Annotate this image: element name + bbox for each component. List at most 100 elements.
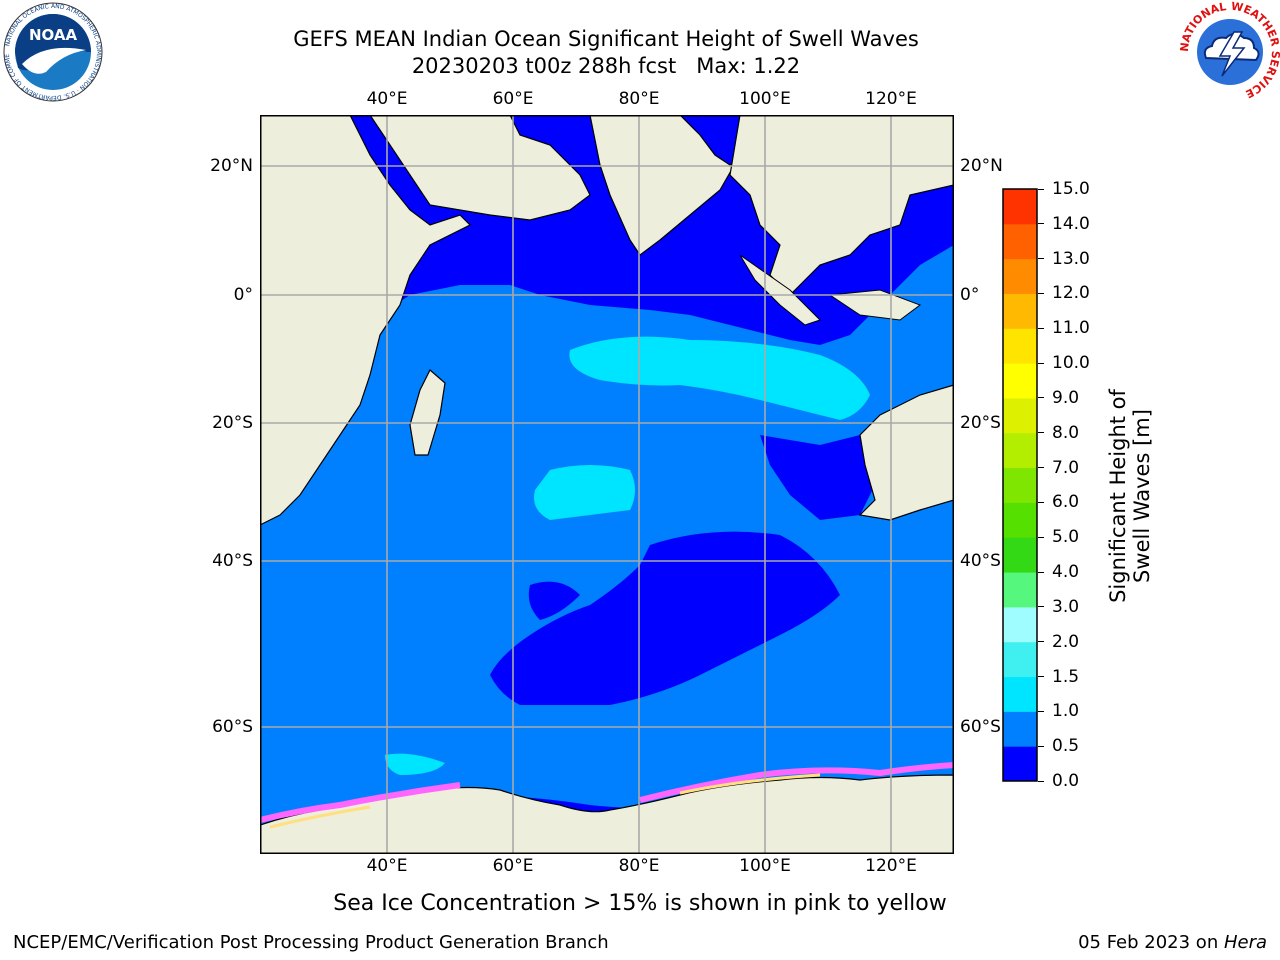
colorbar-tick: [1038, 223, 1044, 225]
colorbar-label: 1.5: [1052, 666, 1080, 687]
colorbar-tick: [1038, 467, 1044, 469]
map-frame: [260, 115, 954, 854]
footer-host: Hera: [1223, 932, 1267, 953]
noaa-logo: NOAA NATIONAL OCEANIC AND ATMOSPHERIC AD…: [2, 2, 103, 102]
left-tick-20s: 20°S: [212, 413, 253, 433]
colorbar-label: 6.0: [1052, 492, 1080, 513]
colorbar-label: 3.0: [1052, 596, 1080, 617]
chart-subtitle: 20230203 t00z 288h fcst Max: 1.22: [411, 54, 801, 78]
colorbar-tick: [1038, 292, 1044, 294]
colorbar-label: 8.0: [1052, 422, 1080, 443]
top-tick-100e: 100°E: [739, 89, 791, 109]
low-swell-west-australia: [760, 435, 880, 520]
top-tick-80e: 80°E: [618, 89, 660, 109]
colorbar-tick: [1038, 676, 1044, 678]
colorbar-tick: [1038, 606, 1044, 608]
colorbar-segment: [1003, 432, 1037, 469]
colorbar-segment: [1003, 502, 1037, 538]
colorbar-tick: [1038, 536, 1044, 538]
colorbar-tick: [1038, 432, 1044, 434]
colorbar-segment: [1003, 223, 1037, 260]
left-tick-40s: 40°S: [212, 551, 253, 571]
left-tick-0: 0°: [233, 285, 253, 305]
colorbar-label: 12.0: [1052, 283, 1090, 304]
noaa-logo-text: NOAA: [29, 26, 78, 44]
land-australia: [858, 384, 954, 521]
colorbar-tick: [1038, 780, 1044, 782]
colorbar-label: 0.0: [1052, 771, 1080, 791]
colorbar-label: 7.0: [1052, 457, 1080, 478]
colorbar-label: 10.0: [1052, 353, 1090, 374]
colorbar-tick: [1038, 327, 1044, 329]
colorbar-label: 1.0: [1052, 701, 1080, 722]
cyan-patch-central: [569, 336, 870, 420]
colorbar-segment: [1003, 293, 1037, 329]
colorbar-label: 13.0: [1052, 248, 1090, 269]
right-tick-60s: 60°S: [960, 717, 1001, 737]
sea-ice-fringe: [260, 762, 954, 823]
colorbar-segment: [1003, 641, 1037, 678]
colorbar-segment: [1003, 467, 1037, 503]
colorbar-tick: [1038, 258, 1044, 260]
footer-date: 05 Feb 2023 on: [1078, 932, 1224, 953]
colorbar-tick: [1038, 641, 1044, 643]
colorbar-segment: [1003, 397, 1037, 434]
top-tick-40e: 40°E: [366, 89, 408, 109]
graticule: [260, 115, 954, 854]
colorbar-tick: [1038, 745, 1044, 747]
land-sumatra: [739, 254, 821, 326]
colorbar: [1002, 188, 1038, 782]
swell-height-map: [260, 115, 954, 854]
colorbar-segment: [1003, 537, 1037, 573]
right-tick-40s: 40°S: [960, 551, 1001, 571]
colorbar-frame: [1002, 188, 1038, 782]
colorbar-label: 5.0: [1052, 527, 1080, 548]
colorbar-tick: [1038, 397, 1044, 399]
nws-logo: NATIONAL WEATHER SERVICE: [1180, 0, 1280, 100]
bottom-tick-80e: 80°E: [618, 856, 660, 876]
right-tick-0: 0°: [960, 285, 980, 305]
right-tick-20s: 20°S: [960, 413, 1001, 433]
colorbar-tick: [1038, 188, 1044, 190]
right-tick-20n: 20°N: [960, 156, 1003, 176]
colorbar-tick: [1038, 571, 1044, 573]
colorbar-label: 14.0: [1052, 213, 1090, 234]
land-arabia: [369, 115, 591, 221]
colorbar-segment: [1003, 189, 1037, 225]
colorbar-label: 0.5: [1052, 736, 1080, 757]
low-swell-south-patch: [490, 531, 840, 705]
cyan-patch-south: [534, 465, 635, 520]
bottom-tick-40e: 40°E: [366, 856, 408, 876]
top-tick-120e: 120°E: [865, 89, 917, 109]
colorbar-tick: [1038, 501, 1044, 503]
colorbar-label: 4.0: [1052, 562, 1080, 583]
footer-right: 05 Feb 2023 on Hera: [1078, 932, 1267, 953]
left-tick-20n: 20°N: [210, 156, 253, 176]
colorbar-segment: [1003, 606, 1037, 643]
top-tick-60e: 60°E: [492, 89, 534, 109]
bottom-tick-100e: 100°E: [739, 856, 791, 876]
colorbar-title: Significant Height of Swell Waves [m]: [1106, 389, 1154, 603]
colorbar-label: 9.0: [1052, 387, 1080, 408]
cyan-patch-far-south: [385, 753, 445, 775]
sea-ice-note: Sea Ice Concentration > 15% is shown in …: [333, 891, 947, 916]
colorbar-segment: [1003, 572, 1037, 608]
land-india: [589, 115, 741, 256]
colorbar-segment: [1003, 676, 1037, 712]
colorbar-tick: [1038, 362, 1044, 364]
colorbar-segment: [1003, 258, 1037, 294]
bottom-tick-60e: 60°E: [492, 856, 534, 876]
colorbar-segment: [1003, 328, 1037, 364]
colorbar-label: 11.0: [1052, 318, 1090, 339]
chart-title: GEFS MEAN Indian Ocean Significant Heigh…: [293, 27, 919, 51]
left-tick-60s: 60°S: [212, 717, 253, 737]
colorbar-tick: [1038, 710, 1044, 712]
land-madagascar: [409, 369, 446, 456]
bottom-tick-120e: 120°E: [865, 856, 917, 876]
colorbar-segment: [1003, 363, 1037, 399]
footer-left: NCEP/EMC/Verification Post Processing Pr…: [13, 932, 609, 953]
colorbar-label: 15.0: [1052, 179, 1090, 199]
colorbar-segment: [1003, 746, 1037, 782]
colorbar-segment: [1003, 711, 1037, 747]
colorbar-label: 2.0: [1052, 631, 1080, 652]
